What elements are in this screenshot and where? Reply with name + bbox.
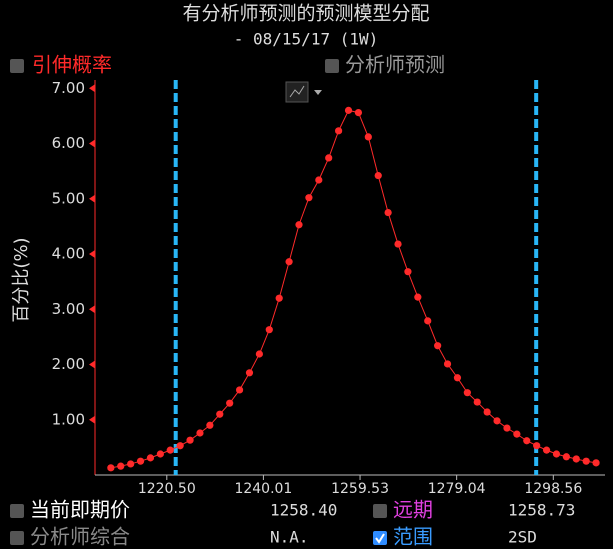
y-tick (89, 250, 95, 259)
x-tick-label: 1279.04 (428, 481, 486, 497)
data-point (196, 429, 204, 437)
button-icon (289, 85, 305, 98)
data-point (166, 446, 174, 454)
data-point (404, 268, 412, 276)
y-tick-label: 1.00 (52, 410, 85, 428)
footer-label: 分析师综合 (30, 525, 130, 549)
y-tick (89, 84, 95, 93)
data-point (533, 442, 541, 450)
chart-title: 有分析师预测的预测模型分配 (182, 3, 429, 25)
y-tick (89, 305, 95, 314)
data-point (523, 437, 531, 445)
checkbox[interactable] (10, 531, 24, 545)
data-point (136, 457, 145, 465)
data-point (335, 127, 343, 135)
data-point (146, 454, 155, 462)
data-point (503, 424, 511, 432)
data-point (295, 221, 303, 229)
y-tick-label: 3.00 (52, 300, 85, 318)
data-point (325, 154, 333, 162)
data-point (513, 430, 521, 438)
y-tick (89, 360, 95, 369)
y-axis-label: 百分比(%) (11, 237, 32, 322)
x-tick-label: 1240.01 (234, 481, 292, 497)
data-point (572, 455, 580, 463)
footer-value: 1258.73 (508, 501, 575, 520)
data-point (394, 240, 402, 248)
y-tick-label: 2.00 (52, 355, 85, 373)
data-point (364, 133, 372, 141)
legend-label: 引伸概率 (32, 53, 112, 77)
data-point (107, 464, 115, 472)
checkbox[interactable] (10, 504, 24, 518)
x-tick-label: 1259.53 (331, 481, 389, 497)
footer-label: 当前即期价 (30, 498, 130, 522)
y-tick (89, 139, 95, 148)
y-tick-label: 6.00 (52, 134, 85, 152)
data-point (226, 399, 234, 407)
chart-type-button[interactable] (285, 81, 322, 103)
data-point (542, 446, 551, 454)
data-point (384, 208, 392, 217)
data-point (285, 258, 293, 266)
data-point (275, 294, 283, 302)
data-point (374, 171, 382, 180)
y-tick (89, 415, 95, 424)
y-tick-label: 4.00 (52, 245, 85, 263)
data-point (156, 450, 164, 458)
data-point (245, 369, 254, 377)
data-point (186, 436, 194, 444)
checkmark (375, 533, 385, 544)
data-point (562, 453, 570, 461)
footer-value: N.A. (270, 528, 309, 547)
chart-subtitle: - 08/15/17 (1W) (234, 30, 379, 49)
x-tick-label: 1220.50 (138, 481, 196, 497)
data-point (483, 408, 491, 416)
data-point (453, 374, 462, 382)
footer-label: 范围 (393, 525, 433, 549)
footer-value: 2SD (508, 528, 537, 547)
checkbox[interactable] (373, 531, 387, 545)
data-point (473, 398, 481, 406)
overlay-label: 分析师预测 (345, 53, 445, 77)
data-point (255, 350, 263, 358)
data-point (305, 194, 313, 202)
data-point (443, 360, 452, 368)
y-tick (89, 194, 95, 203)
data-point (216, 410, 224, 418)
data-point (127, 460, 135, 468)
checkbox[interactable] (10, 59, 24, 73)
button-arrow (314, 90, 322, 95)
data-point (434, 342, 442, 350)
data-point (414, 293, 422, 301)
data-point (354, 108, 363, 117)
data-point (552, 450, 561, 458)
data-point (265, 326, 273, 334)
data-point (582, 457, 590, 465)
footer-value: 1258.40 (270, 501, 337, 520)
checkbox[interactable] (325, 59, 339, 73)
data-point (592, 459, 600, 467)
footer-label: 远期 (393, 498, 433, 522)
data-point (424, 317, 432, 325)
data-point (344, 106, 353, 114)
y-tick-label: 5.00 (52, 189, 85, 207)
y-tick-label: 7.00 (52, 79, 85, 97)
checkbox[interactable] (373, 504, 387, 518)
data-point (493, 417, 501, 425)
data-point (176, 442, 184, 450)
data-point (463, 389, 471, 397)
x-tick-label: 1298.56 (524, 481, 582, 497)
data-point (315, 176, 323, 184)
data-point (235, 386, 244, 394)
data-point (206, 421, 214, 429)
data-point (117, 462, 125, 470)
